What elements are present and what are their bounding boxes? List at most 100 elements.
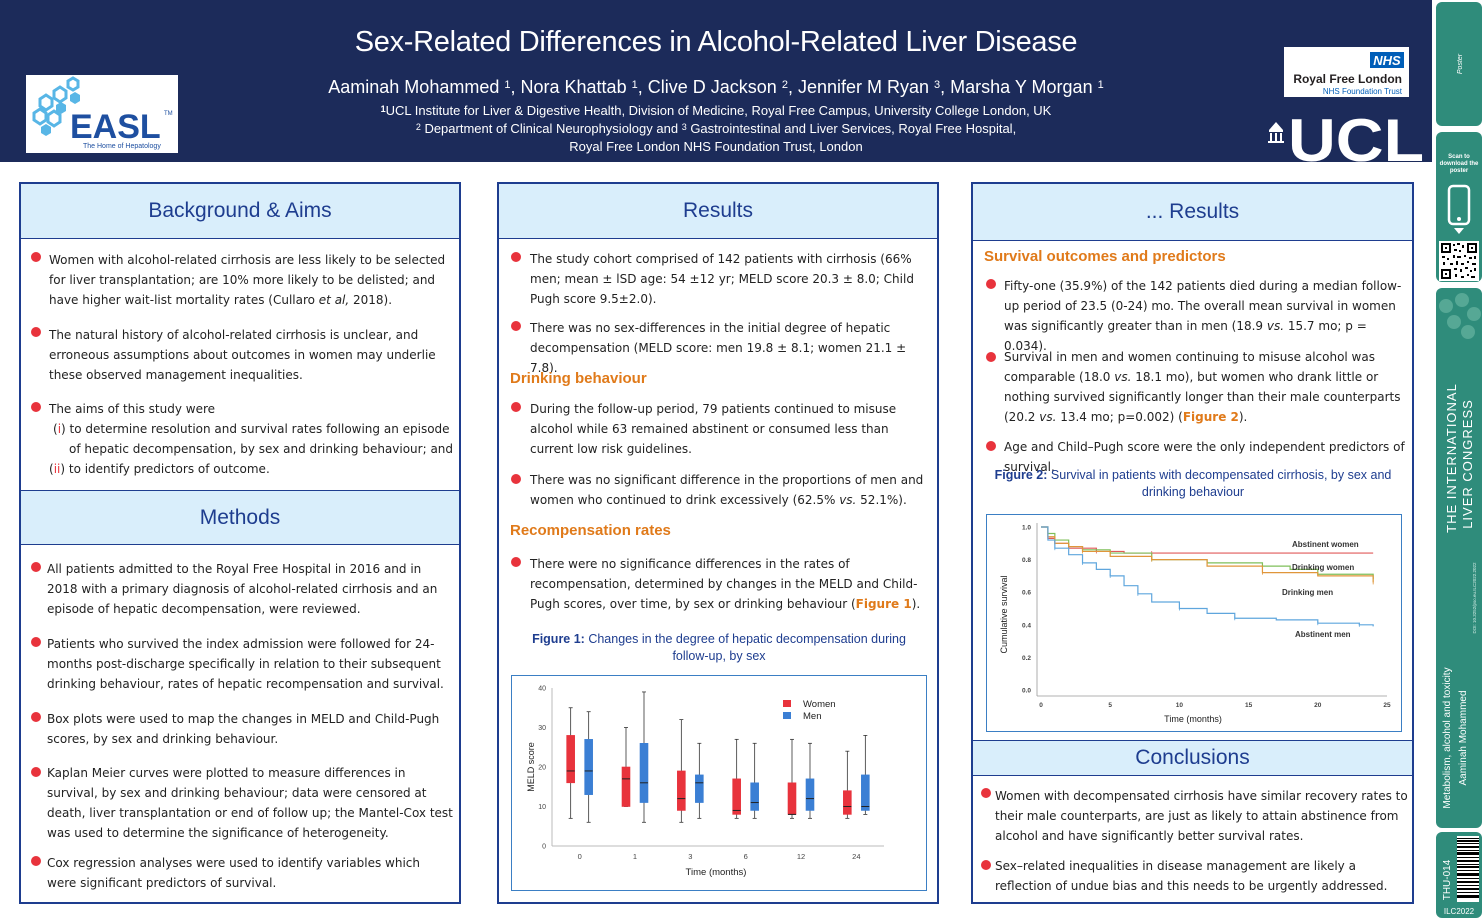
svg-text:The Home of Hepatology: The Home of Hepatology bbox=[83, 143, 161, 150]
methods-bullet: Cox regression analyses were used to ide… bbox=[47, 856, 420, 890]
figure-2-caption: Figure 2: Survival in patients with deco… bbox=[994, 468, 1392, 499]
methods-bullet: Patients who survived the index admissio… bbox=[47, 637, 444, 691]
ucl-logo: UCL bbox=[1266, 107, 1426, 174]
legend-label: Men bbox=[803, 711, 821, 722]
y-tick-label: 0 bbox=[542, 844, 546, 851]
bullet-icon bbox=[31, 402, 41, 412]
aim-item: (ii) to identify predictors of outcome. bbox=[49, 462, 270, 476]
bullet-icon bbox=[31, 767, 41, 777]
x-tick-label: 3 bbox=[688, 852, 692, 861]
svg-text:ILC2022: ILC2022 bbox=[1444, 907, 1475, 916]
svg-text:EASL: EASL bbox=[70, 108, 161, 146]
author-name: Clive D Jackson bbox=[647, 77, 777, 97]
section-heading: Background & Aims bbox=[21, 184, 459, 239]
section-heading: Conclusions bbox=[973, 740, 1412, 776]
x-tick-label: 20 bbox=[1314, 702, 1322, 709]
box-women bbox=[566, 735, 575, 784]
x-tick-label: 1 bbox=[633, 852, 637, 861]
bullet-icon bbox=[511, 252, 521, 262]
box-men bbox=[861, 774, 870, 811]
box-men bbox=[805, 778, 815, 811]
svg-text:LIVER CONGRESS: LIVER CONGRESS bbox=[1460, 399, 1475, 529]
poster-header: Sex-Related Differences in Alcohol-Relat… bbox=[0, 0, 1432, 174]
box-men bbox=[584, 739, 593, 795]
bullet-icon bbox=[981, 788, 991, 798]
bullet-icon bbox=[31, 327, 41, 337]
congress-banner: THE INTERNATIONAL LIVER CONGRESS DOI: 10… bbox=[1436, 288, 1482, 828]
bullet-icon bbox=[31, 562, 41, 572]
svg-text:NHS Foundation Trust: NHS Foundation Trust bbox=[1323, 87, 1403, 96]
svg-text:THU-014: THU-014 bbox=[1442, 859, 1453, 900]
svg-text:Metabolism, alcohol and toxici: Metabolism, alcohol and toxicity bbox=[1442, 667, 1453, 808]
bullet-icon bbox=[511, 321, 521, 331]
series-label: Abstinent women bbox=[1292, 540, 1359, 549]
results-bullet: There was no significant difference in t… bbox=[530, 473, 924, 507]
legend-swatch bbox=[783, 712, 791, 719]
results-bullet: Survival in men and women continuing to … bbox=[1004, 350, 1401, 424]
y-tick-label: 20 bbox=[538, 765, 546, 772]
section-heading: ... Results bbox=[973, 184, 1412, 241]
nhs-logo: NHS Royal Free London NHS Foundation Tru… bbox=[1284, 47, 1409, 97]
results-bullet: Age and Child–Pugh score were the only i… bbox=[1004, 440, 1405, 474]
author-name: Marsha Y Morgan bbox=[950, 77, 1093, 97]
box-men bbox=[695, 774, 704, 803]
bullet-icon bbox=[31, 252, 41, 262]
methods-bullet: All patients admitted to the Royal Free … bbox=[47, 562, 438, 616]
author-name: Aaminah Mohammed bbox=[328, 77, 500, 97]
svg-text:THE INTERNATIONAL: THE INTERNATIONAL bbox=[1444, 383, 1459, 533]
bullet-icon bbox=[31, 712, 41, 722]
legend-label: Women bbox=[803, 699, 836, 710]
x-tick-label: 15 bbox=[1245, 702, 1253, 709]
bullet-icon bbox=[511, 402, 521, 412]
conclusion-bullet: Women with decompensated cirrhosis have … bbox=[995, 789, 1408, 843]
subsection-heading: Recompensation rates bbox=[510, 522, 671, 539]
box-men bbox=[639, 743, 649, 803]
results-continued-panel: ... Results Survival outcomes and predic… bbox=[971, 182, 1414, 742]
x-tick-label: 0 bbox=[1039, 702, 1043, 709]
series-label: Drinking men bbox=[1282, 588, 1333, 597]
bullet-icon bbox=[986, 352, 996, 362]
poster-code-panel: THU-014 ILC2022 bbox=[1436, 832, 1482, 918]
svg-text:Aaminah Mohammed: Aaminah Mohammed bbox=[1458, 690, 1469, 785]
poster-title: Sex-Related Differences in Alcohol-Relat… bbox=[354, 26, 1078, 58]
author-name: Jennifer M Ryan bbox=[797, 77, 930, 97]
svg-text:DOI: 10.3252/pso.eu.ILC2022.20: DOI: 10.3252/pso.eu.ILC2022.2022 bbox=[1472, 562, 1477, 634]
bullet-icon bbox=[981, 860, 991, 870]
results-bullet: There was no sex-differences in the init… bbox=[530, 321, 907, 375]
figure-1-chart: 0 10 20 30 40 0 1 3 6 12 24 MELD score Time (months)… bbox=[511, 675, 927, 891]
aim-item: (i) to determine resolution and survival… bbox=[53, 422, 450, 436]
affiliation-2: 2 Department of Clinical Neurophysiology… bbox=[415, 121, 1017, 136]
legend-swatch bbox=[783, 700, 791, 707]
results-bullet: Fifty-one (35.9%) of the 142 patients di… bbox=[1004, 279, 1402, 353]
section-heading: Methods bbox=[21, 490, 459, 545]
phone-icon bbox=[1447, 184, 1471, 234]
background-bullet: The aims of this study were bbox=[49, 402, 216, 416]
box-women bbox=[787, 782, 797, 815]
affiliation-1: 1UCL Institute for Liver & Digestive Hea… bbox=[380, 103, 1052, 118]
x-tick-label: 0 bbox=[578, 852, 582, 861]
results-bullet: There were no significance differences i… bbox=[530, 557, 921, 611]
bullet-icon bbox=[986, 279, 996, 289]
y-tick-label: 30 bbox=[538, 725, 546, 732]
methods-bullet: Box plots were used to map the changes i… bbox=[47, 712, 440, 746]
qr-code[interactable] bbox=[1439, 241, 1479, 281]
x-tick-label: 10 bbox=[1176, 702, 1184, 709]
figure-1-caption: Figure 1: Changes in the degree of hepat… bbox=[532, 632, 906, 663]
x-tick-label: 6 bbox=[744, 852, 748, 861]
y-tick-label: 0.8 bbox=[1022, 557, 1031, 564]
background-bullet: The natural history of alcohol-related c… bbox=[49, 328, 436, 382]
methods-panel: Methods All patients admitted to the Roy… bbox=[19, 490, 461, 904]
bullet-icon bbox=[511, 474, 521, 484]
author-name: Nora Khattab bbox=[520, 77, 627, 97]
figure-2-chart: 0.0 0.2 0.4 0.6 0.8 1.0 0 5 10 15 20 25 Abstinent wo… bbox=[986, 514, 1402, 732]
box-women bbox=[677, 770, 686, 811]
y-tick-label: 0.6 bbox=[1022, 590, 1031, 597]
qr-download-panel: Scan to download the poster bbox=[1436, 132, 1482, 282]
box-women bbox=[843, 790, 852, 815]
section-heading: Results bbox=[499, 184, 937, 239]
y-axis-label: MELD score bbox=[526, 742, 536, 792]
y-tick-label: 40 bbox=[538, 686, 546, 693]
svg-text:Royal Free London: Royal Free London bbox=[1293, 72, 1402, 86]
results-bullet: The study cohort comprised of 142 patien… bbox=[530, 252, 914, 306]
y-tick-label: 10 bbox=[538, 804, 546, 811]
